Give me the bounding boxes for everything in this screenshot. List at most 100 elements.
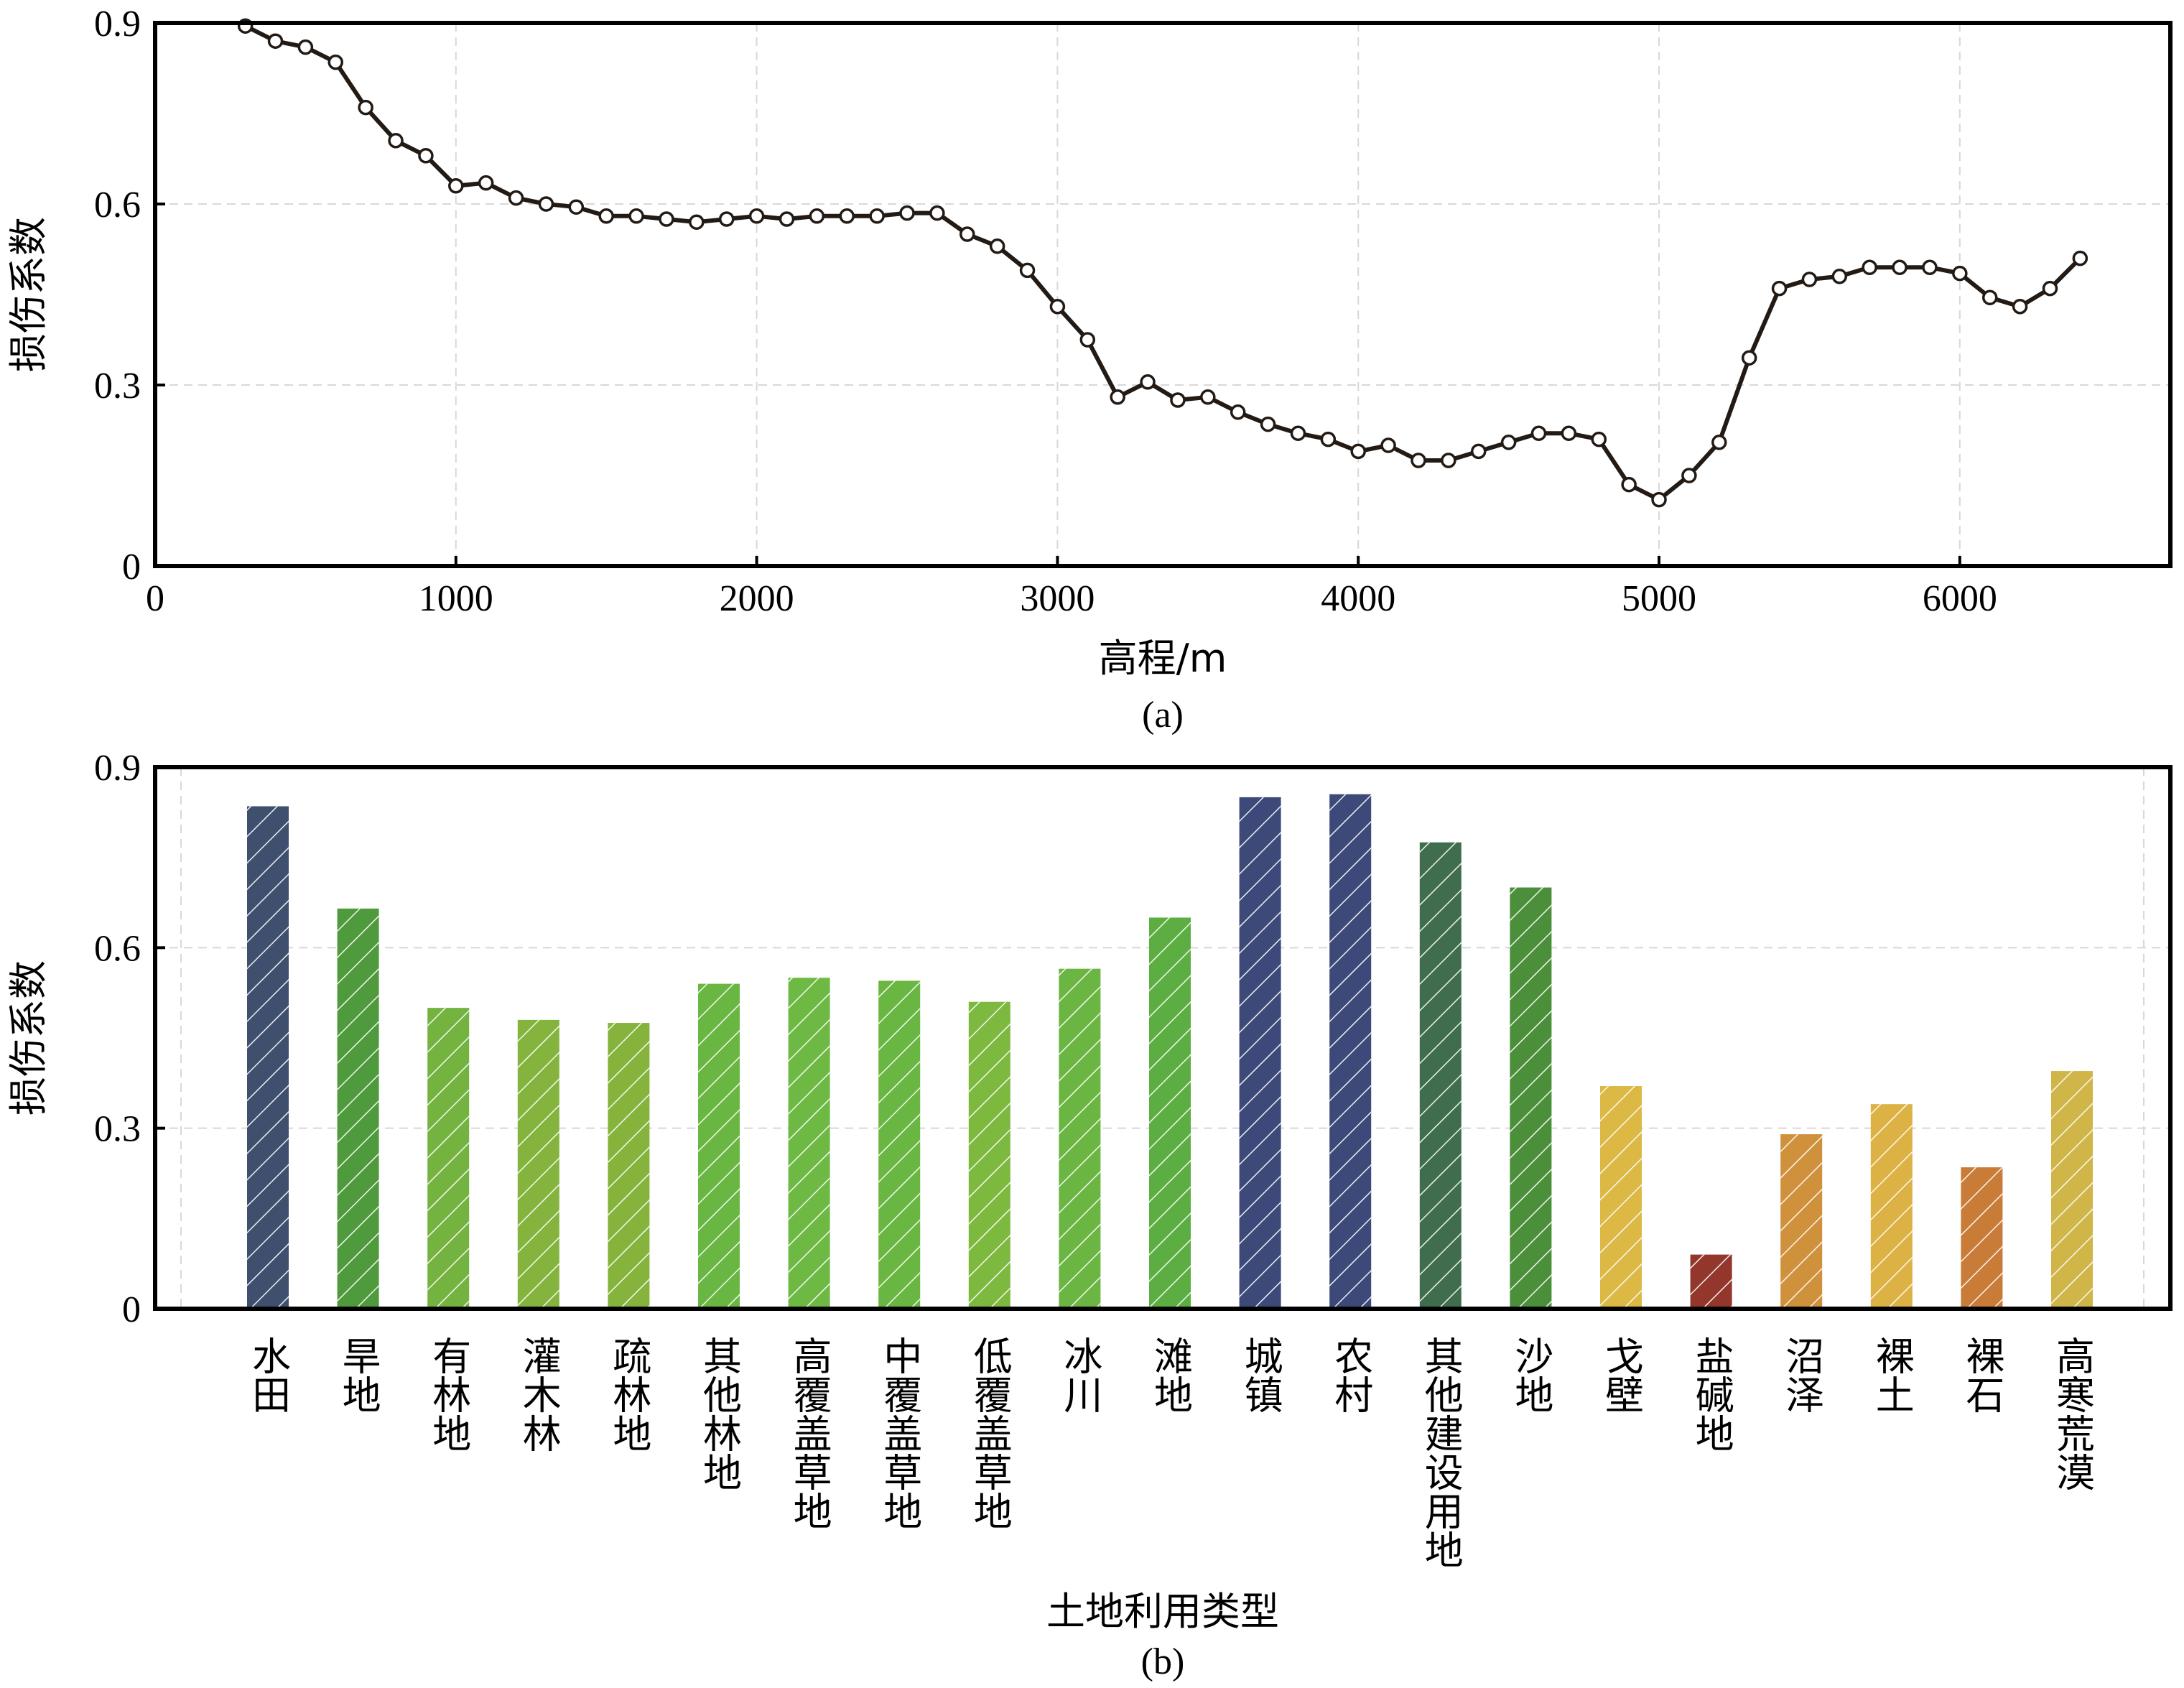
bar-hatch <box>1690 1254 1732 1309</box>
category-label: 裸土 <box>1869 1336 1914 1414</box>
data-point <box>1831 269 1848 284</box>
series-line <box>244 24 2082 502</box>
data-point <box>598 208 614 224</box>
data-point <box>779 211 795 227</box>
y-tick-label: 0 <box>122 547 141 588</box>
category-label: 中覆盖草地 <box>877 1336 922 1530</box>
bar-hatch <box>608 1023 650 1309</box>
category-label: 其他林地 <box>697 1336 742 1491</box>
category-label: 高覆盖草地 <box>786 1336 832 1530</box>
data-point <box>1411 453 1426 468</box>
bar-chart-panel: 0 0.3 0.6 0.9 水田 旱地 有林地 灌木林 疏林地 其他林地 高覆盖草地 中覆盖草地 低覆… <box>6 748 2173 1682</box>
bar-hatch <box>427 1008 470 1309</box>
x-tick-label: 2000 <box>720 578 794 619</box>
data-point <box>1922 259 1938 275</box>
data-point <box>1741 350 1757 366</box>
x-tick-label: 0 <box>146 578 164 619</box>
x-tick-label: 1000 <box>419 578 493 619</box>
category-label: 灌木林 <box>516 1336 561 1452</box>
data-point <box>1681 468 1697 483</box>
bar-hatch <box>337 908 379 1309</box>
data-point <box>989 238 1005 254</box>
data-point <box>1892 259 1907 275</box>
data-point <box>959 226 975 242</box>
data-point <box>478 175 494 191</box>
y-axis-title: 损伤系数 <box>6 217 51 372</box>
data-point <box>1290 425 1306 441</box>
data-point <box>1952 265 1968 282</box>
data-point <box>1621 476 1637 493</box>
category-label: 低覆盖草地 <box>967 1336 1012 1530</box>
y-axis-title: 损伤系数 <box>6 960 51 1116</box>
data-point <box>1981 289 1998 305</box>
data-point <box>1561 425 1577 441</box>
y-tick-label: 0.3 <box>94 1109 141 1150</box>
data-point <box>1079 332 1096 348</box>
data-point <box>1019 262 1036 279</box>
data-point <box>1320 431 1337 447</box>
data-point <box>1771 280 1788 297</box>
data-point <box>1380 437 1396 453</box>
data-point <box>388 133 404 149</box>
y-tick-label: 0.6 <box>94 928 141 969</box>
line-chart-panel: 0 0.3 0.6 0.9 0 1000 2000 3000 4000 5000 6000 损伤系数… <box>6 4 2173 736</box>
x-axis-title: 高程/m <box>1099 636 1227 681</box>
category-label: 城镇 <box>1237 1336 1283 1414</box>
data-point <box>1200 389 1216 405</box>
bar-hatch <box>1239 797 1281 1309</box>
category-label: 戈壁 <box>1599 1336 1644 1414</box>
category-label: 旱地 <box>335 1336 381 1414</box>
x-tick-label: 4000 <box>1321 578 1395 619</box>
data-point <box>1441 453 1456 468</box>
bar-hatch <box>968 1001 1010 1309</box>
data-point <box>1260 416 1276 432</box>
data-point <box>1170 392 1186 408</box>
bar-hatch <box>1419 842 1462 1309</box>
bar-hatch <box>2051 1071 2093 1309</box>
data-point <box>508 190 524 206</box>
data-point <box>1801 272 1818 287</box>
data-point <box>718 211 735 227</box>
bar-hatch <box>1870 1104 1913 1309</box>
category-label: 农村 <box>1328 1336 1373 1414</box>
bar-hatch <box>698 983 740 1309</box>
category-label: 裸石 <box>1959 1336 2004 1414</box>
data-point <box>1230 404 1246 420</box>
category-label: 冰川 <box>1057 1336 1102 1414</box>
y-tick-label: 0.9 <box>94 4 141 45</box>
category-labels: 水田 旱地 有林地 灌木林 疏林地 其他林地 高覆盖草地 中覆盖草地 低覆盖草地 冰川 滩地 城镇 农村… <box>246 1336 2095 1569</box>
data-point <box>1711 435 1727 450</box>
data-point <box>809 208 825 224</box>
category-label: 疏林地 <box>606 1336 651 1452</box>
bar-hatch <box>788 978 830 1309</box>
data-point <box>2042 280 2058 297</box>
bars <box>247 794 2093 1309</box>
data-point <box>2012 299 2028 315</box>
bar-hatch <box>1961 1167 2003 1309</box>
category-label: 盐碱地 <box>1688 1336 1734 1452</box>
data-point <box>1500 435 1517 450</box>
bar-hatch <box>878 980 921 1309</box>
plot-frame <box>153 765 2173 1311</box>
data-point <box>568 199 585 215</box>
bar-hatch <box>1510 887 1552 1309</box>
category-label: 滩地 <box>1148 1336 1193 1414</box>
category-label: 高寒荒漠 <box>2050 1336 2095 1491</box>
data-point <box>1140 374 1156 390</box>
y-tick-label: 0 <box>122 1289 141 1330</box>
data-point <box>2072 250 2088 266</box>
data-point <box>358 99 373 116</box>
bar-hatch <box>1600 1086 1642 1309</box>
data-point <box>689 214 705 230</box>
data-point <box>267 33 284 49</box>
data-point <box>628 208 644 224</box>
y-tick-label: 0.9 <box>94 748 141 789</box>
data-point <box>1862 259 1877 275</box>
data-point <box>869 208 885 224</box>
data-point <box>748 208 765 224</box>
data-point <box>899 205 915 221</box>
panel-caption: (a) <box>1142 695 1184 736</box>
bar-hatch <box>247 806 289 1309</box>
category-label: 水田 <box>246 1336 291 1414</box>
